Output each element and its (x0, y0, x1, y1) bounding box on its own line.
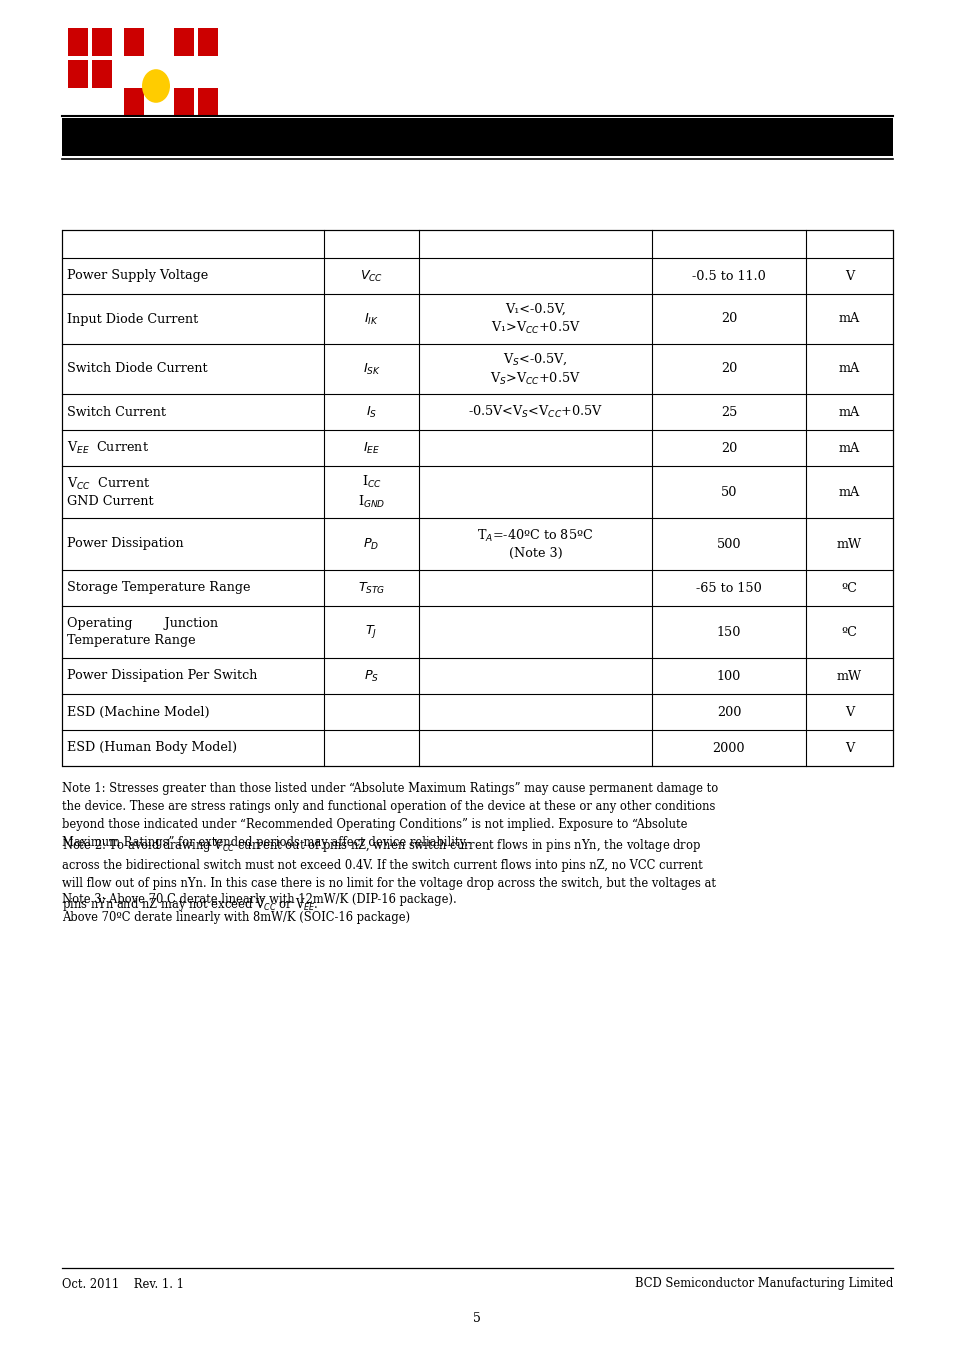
Text: $V_{CC}$: $V_{CC}$ (359, 269, 383, 284)
Text: Operating        Junction
Temperature Range: Operating Junction Temperature Range (67, 617, 218, 647)
Text: Switch Diode Current: Switch Diode Current (67, 362, 208, 376)
Text: Note 3: Above 70 C derate linearly with 12mW/K (DIP-16 package).
Above 70ºC dera: Note 3: Above 70 C derate linearly with … (62, 893, 456, 924)
Bar (68, 59, 88, 88)
Bar (198, 88, 218, 116)
Text: V: V (843, 705, 853, 719)
Text: mA: mA (838, 362, 859, 376)
Text: $I_{EE}$: $I_{EE}$ (363, 440, 379, 455)
Text: 20: 20 (720, 312, 737, 326)
Bar (68, 28, 88, 55)
Text: 25: 25 (720, 405, 737, 419)
Text: Storage Temperature Range: Storage Temperature Range (67, 581, 251, 594)
Text: -65 to 150: -65 to 150 (696, 581, 760, 594)
Bar (124, 28, 144, 55)
Bar (198, 28, 218, 55)
Bar (62, 230, 892, 766)
Text: mW: mW (836, 670, 861, 682)
Text: Input Diode Current: Input Diode Current (67, 312, 198, 326)
Text: $T_{STG}$: $T_{STG}$ (357, 581, 385, 596)
Bar (91, 28, 112, 55)
Text: $I_{SK}$: $I_{SK}$ (362, 362, 380, 377)
Text: BCD Semiconductor Manufacturing Limited: BCD Semiconductor Manufacturing Limited (634, 1278, 892, 1290)
Text: mA: mA (838, 312, 859, 326)
Text: 50: 50 (720, 485, 737, 499)
Text: 100: 100 (716, 670, 740, 682)
Text: 20: 20 (720, 442, 737, 454)
Text: Note 1: Stresses greater than those listed under “Absolute Maximum Ratings” may : Note 1: Stresses greater than those list… (62, 782, 718, 848)
Text: ESD (Human Body Model): ESD (Human Body Model) (67, 742, 237, 754)
Bar (62, 118, 892, 155)
Text: 20: 20 (720, 362, 737, 376)
Text: $I_{IK}$: $I_{IK}$ (364, 312, 378, 327)
Bar (91, 59, 112, 88)
Text: $I_S$: $I_S$ (366, 404, 376, 420)
Text: mW: mW (836, 538, 861, 550)
Text: ºC: ºC (841, 581, 857, 594)
Text: I$_{CC}$
I$_{GND}$: I$_{CC}$ I$_{GND}$ (357, 474, 385, 511)
Bar (173, 88, 193, 116)
Text: mA: mA (838, 405, 859, 419)
Text: $P_D$: $P_D$ (363, 536, 379, 551)
Text: -0.5 to 11.0: -0.5 to 11.0 (691, 269, 765, 282)
Text: Oct. 2011    Rev. 1. 1: Oct. 2011 Rev. 1. 1 (62, 1278, 184, 1290)
Text: 150: 150 (716, 626, 740, 639)
Text: ESD (Machine Model): ESD (Machine Model) (67, 705, 210, 719)
Text: $T_J$: $T_J$ (365, 624, 377, 640)
Text: Note 2: To avoid drawing V$_{CC}$ current out of pins nZ, when switch current fl: Note 2: To avoid drawing V$_{CC}$ curren… (62, 838, 716, 913)
Text: $P_S$: $P_S$ (364, 669, 378, 684)
Text: mA: mA (838, 442, 859, 454)
Text: 2000: 2000 (712, 742, 744, 754)
Text: V: V (843, 742, 853, 754)
Text: 500: 500 (716, 538, 740, 550)
Bar (173, 28, 193, 55)
Text: Power Dissipation Per Switch: Power Dissipation Per Switch (67, 670, 257, 682)
Text: ºC: ºC (841, 626, 857, 639)
Text: mA: mA (838, 485, 859, 499)
Text: Power Supply Voltage: Power Supply Voltage (67, 269, 208, 282)
Text: V$_{CC}$  Current
GND Current: V$_{CC}$ Current GND Current (67, 476, 153, 508)
Text: V₁<-0.5V,
V₁>V$_{CC}$+0.5V: V₁<-0.5V, V₁>V$_{CC}$+0.5V (491, 303, 579, 335)
Text: 200: 200 (716, 705, 740, 719)
Text: -0.5V<V$_S$<V$_{CC}$+0.5V: -0.5V<V$_S$<V$_{CC}$+0.5V (468, 404, 602, 420)
Text: Power Dissipation: Power Dissipation (67, 538, 183, 550)
Ellipse shape (142, 69, 170, 103)
Text: 5: 5 (473, 1312, 480, 1324)
Bar (124, 88, 144, 116)
Text: V: V (843, 269, 853, 282)
Text: T$_A$=-40ºC to 85ºC
(Note 3): T$_A$=-40ºC to 85ºC (Note 3) (476, 528, 594, 561)
Text: Switch Current: Switch Current (67, 405, 166, 419)
Text: V$_{EE}$  Current: V$_{EE}$ Current (67, 440, 149, 457)
Text: V$_S$<-0.5V,
V$_S$>V$_{CC}$+0.5V: V$_S$<-0.5V, V$_S$>V$_{CC}$+0.5V (490, 351, 580, 386)
